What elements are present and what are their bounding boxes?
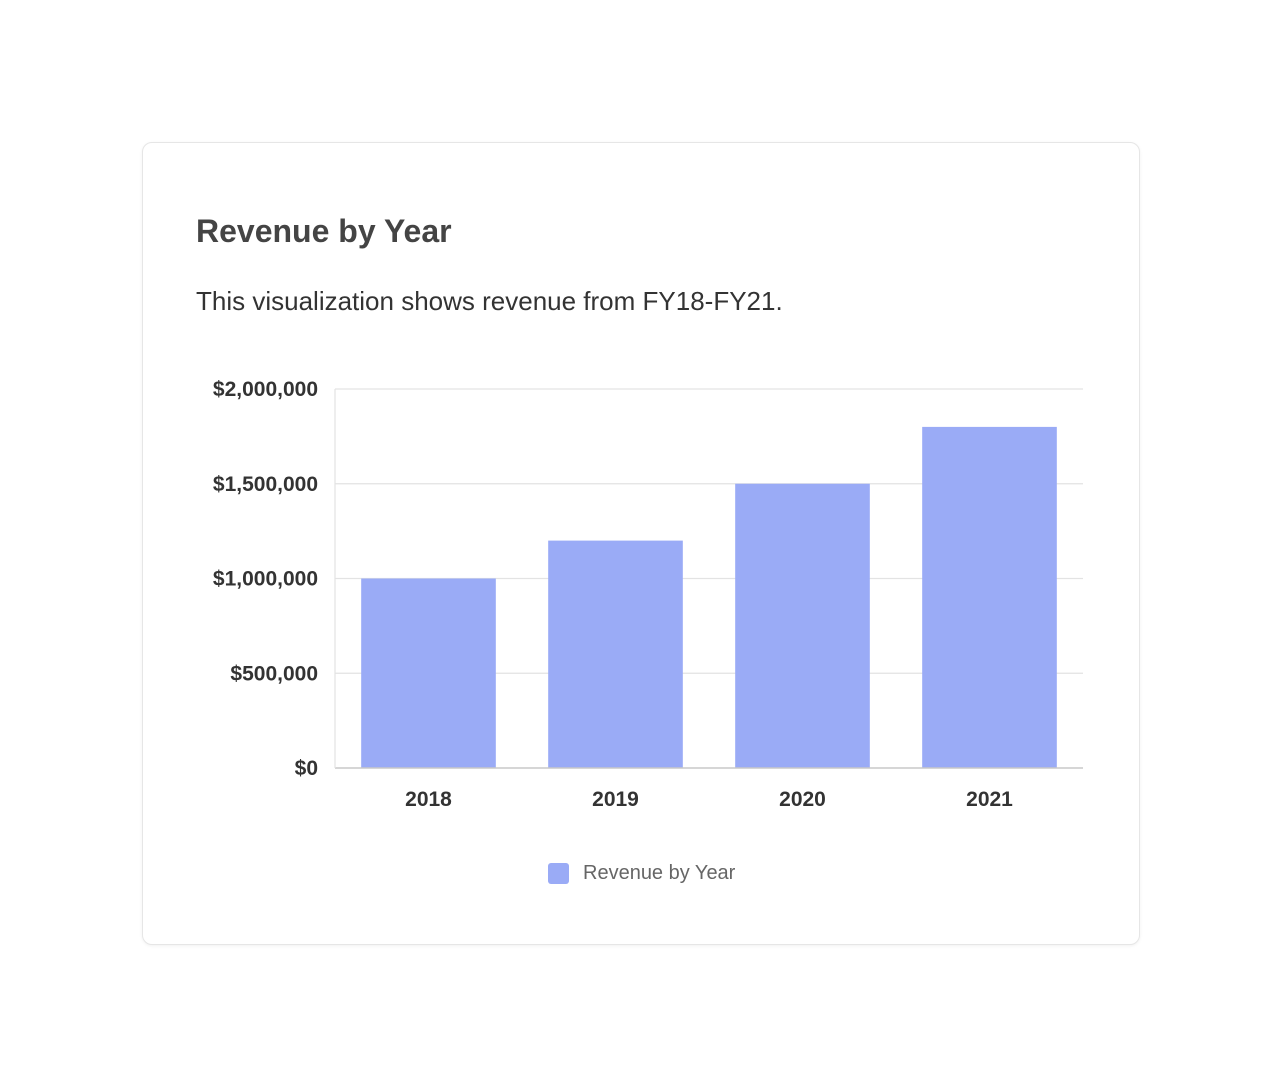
- x-tick-label: 2018: [405, 788, 452, 811]
- bar-2018[interactable]: [361, 578, 496, 769]
- chart-subtitle: This visualization shows revenue from FY…: [196, 286, 783, 316]
- bar-2021[interactable]: [922, 426, 1057, 768]
- chart-legend[interactable]: Revenue by Year: [548, 862, 735, 885]
- x-tick-labels: 2018 2019 2020 2021: [405, 788, 1013, 811]
- y-tick-label: $0: [295, 757, 318, 780]
- legend-swatch: [548, 863, 569, 884]
- axes: [334, 389, 1083, 769]
- y-tick-label: $1,000,000: [213, 568, 318, 591]
- y-tick-label: $1,500,000: [213, 473, 318, 496]
- chart-title: Revenue by Year: [196, 213, 452, 249]
- y-tick-label: $2,000,000: [213, 378, 318, 401]
- bar-2019[interactable]: [548, 540, 683, 768]
- x-tick-label: 2020: [779, 788, 826, 811]
- y-tick-label: $500,000: [230, 662, 318, 685]
- y-tick-labels: $0 $500,000 $1,000,000 $1,500,000 $2,000,000: [213, 378, 318, 780]
- chart-card: Revenue by Year This visualization shows…: [142, 142, 1140, 945]
- bar-chart: $0 $500,000 $1,000,000 $1,500,000 $2,000,000…: [213, 378, 1083, 811]
- x-tick-label: 2021: [966, 788, 1013, 811]
- bars: [361, 426, 1057, 769]
- x-tick-label: 2019: [592, 788, 639, 811]
- legend-label: Revenue by Year: [583, 862, 736, 884]
- bar-2020[interactable]: [735, 483, 870, 768]
